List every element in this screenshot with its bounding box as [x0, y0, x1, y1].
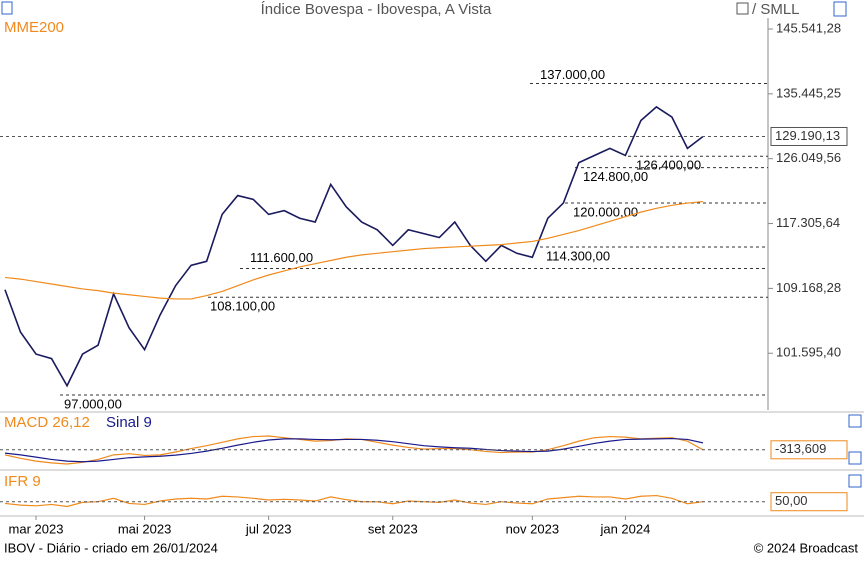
series-line — [4, 105, 704, 388]
legend: MACD 26,12 — [4, 414, 90, 431]
y-tick-label: 126.049,56 — [776, 150, 841, 165]
legend: IFR 9 — [4, 473, 41, 490]
level-label: 137.000,00 — [540, 67, 605, 82]
level-label: 114.300,00 — [546, 248, 610, 263]
y-tick-label: 135.445,25 — [776, 85, 841, 100]
legend: MME200 — [4, 19, 64, 36]
series-line — [4, 200, 704, 300]
subtitle: / SMLL — [752, 1, 800, 18]
level-label: 108.100,00 — [210, 299, 275, 314]
icon[interactable] — [848, 414, 862, 428]
last-value-box — [770, 492, 848, 512]
y-tick-label: 101.595,40 — [776, 345, 841, 360]
level-label: 97.000,00 — [64, 396, 122, 411]
x-tick-label: mai 2023 — [118, 521, 171, 536]
last-value-label: 50,00 — [775, 493, 808, 508]
level-label: 111.600,00 — [250, 250, 313, 265]
series-line — [4, 437, 704, 463]
level-label: 126.400,00 — [636, 158, 701, 173]
y-tick-label: 109.168,28 — [776, 280, 841, 295]
x-tick-label: nov 2023 — [506, 521, 560, 536]
icon[interactable] — [848, 451, 862, 465]
checkbox[interactable] — [736, 2, 749, 15]
icon[interactable] — [1, 1, 13, 15]
last-value-label: 129.190,13 — [775, 128, 840, 143]
title: Índice Bovespa - Ibovespa, A Vista — [261, 1, 492, 18]
footer: © 2024 Broadcast — [754, 540, 859, 555]
last-value-box — [770, 126, 848, 146]
y-tick-label: 117.305,64 — [776, 215, 840, 230]
x-tick-label: jul 2023 — [245, 521, 292, 536]
last-value-box — [770, 440, 848, 460]
legend: Sinal 9 — [106, 414, 152, 431]
level-label: 120.000,00 — [573, 204, 638, 219]
series-line — [4, 494, 704, 508]
last-value-label: -313,609 — [775, 441, 826, 456]
y-tick-label: 145.541,28 — [776, 20, 841, 35]
icon[interactable] — [848, 474, 862, 488]
level-label: 124.800,00 — [583, 169, 648, 184]
x-tick-label: set 2023 — [368, 521, 418, 536]
x-tick-label: mar 2023 — [9, 521, 64, 536]
footer: IBOV - Diário - criado em 26/01/2024 — [4, 540, 218, 555]
x-tick-label: jan 2024 — [599, 521, 650, 536]
icon[interactable] — [833, 1, 847, 17]
